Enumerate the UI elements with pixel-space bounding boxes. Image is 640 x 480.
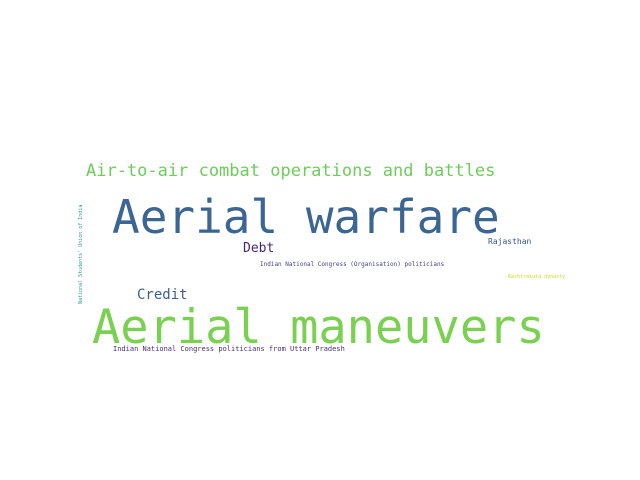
word-aerial-maneuvers: Aerial maneuvers	[92, 300, 545, 355]
word-inc-politicians-uttar-pradesh: Indian National Congress politicians fro…	[113, 345, 345, 353]
word-debt: Debt	[243, 241, 275, 256]
word-aerial-warfare: Aerial warfare	[112, 190, 500, 244]
word-credit: Credit	[137, 287, 188, 303]
word-inc-organisation-politicians: Indian National Congress (Organisation) …	[260, 261, 445, 268]
word-national-students-union: National Students' Union of India	[78, 204, 84, 304]
word-rajasthan: Rajasthan	[488, 237, 532, 246]
word-rashtrakuta-dynasty: Rashtrakuta dynasty	[508, 274, 566, 280]
word-air-to-air-combat: Air-to-air combat operations and battles	[86, 161, 496, 181]
